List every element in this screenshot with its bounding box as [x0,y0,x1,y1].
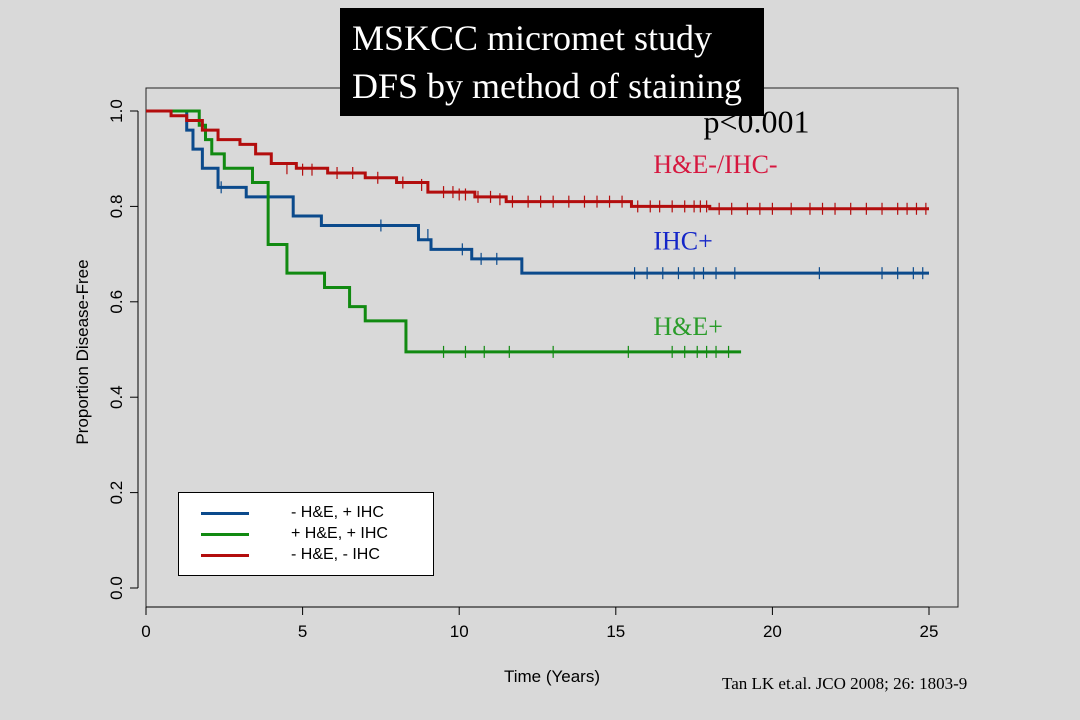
annotation-1: H&E-/IHC- [653,150,777,179]
y-axis-label: Proportion Disease-Free [73,259,92,444]
legend-item-negative: - H&E, - IHC [201,545,431,565]
series-line-2 [146,109,929,211]
x-axis-label: Time (Years) [504,667,600,686]
series-line-1 [146,109,742,354]
legend-swatch [201,533,249,536]
y-tick-label: 0.8 [107,195,126,219]
x-tick-label: 10 [450,622,469,641]
legend-item-ihc-positive: - H&E, + IHC [201,503,431,523]
legend-label: - H&E, + IHC [291,504,384,521]
y-tick-label: 0.2 [107,481,126,505]
axes: 0 5 10 15 20 25 0.0 0.2 0.4 0.6 0.8 1.0 [107,99,938,641]
x-tick-label: 15 [606,622,625,641]
x-tick-label: 25 [920,622,939,641]
y-tick-label: 1.0 [107,99,126,123]
annotation-3: H&E+ [653,312,723,341]
citation: Tan LK et.al. JCO 2008; 26: 1803-9 [722,674,968,693]
y-tick-label: 0.4 [107,385,126,409]
legend: - H&E, + IHC + H&E, + IHC - H&E, - IHC [178,492,434,576]
legend-item-he-positive: + H&E, + IHC [201,524,431,544]
y-tick-label: 0.0 [107,576,126,600]
legend-label: - H&E, - IHC [291,546,380,563]
title-line-1: MSKCC micromet study [352,18,713,58]
title-box: MSKCC micromet study DFS by method of st… [340,8,764,116]
y-tick-label: 0.6 [107,290,126,314]
series-line-0 [146,109,929,275]
legend-swatch [201,554,249,557]
annotation-2: IHC+ [653,226,712,255]
x-tick-label: 20 [763,622,782,641]
title-line-2: DFS by method of staining [352,66,743,106]
legend-swatch [201,512,249,515]
x-tick-label: 0 [141,622,150,641]
x-tick-label: 5 [298,622,307,641]
series-layer [146,109,929,358]
legend-label: + H&E, + IHC [291,525,388,542]
